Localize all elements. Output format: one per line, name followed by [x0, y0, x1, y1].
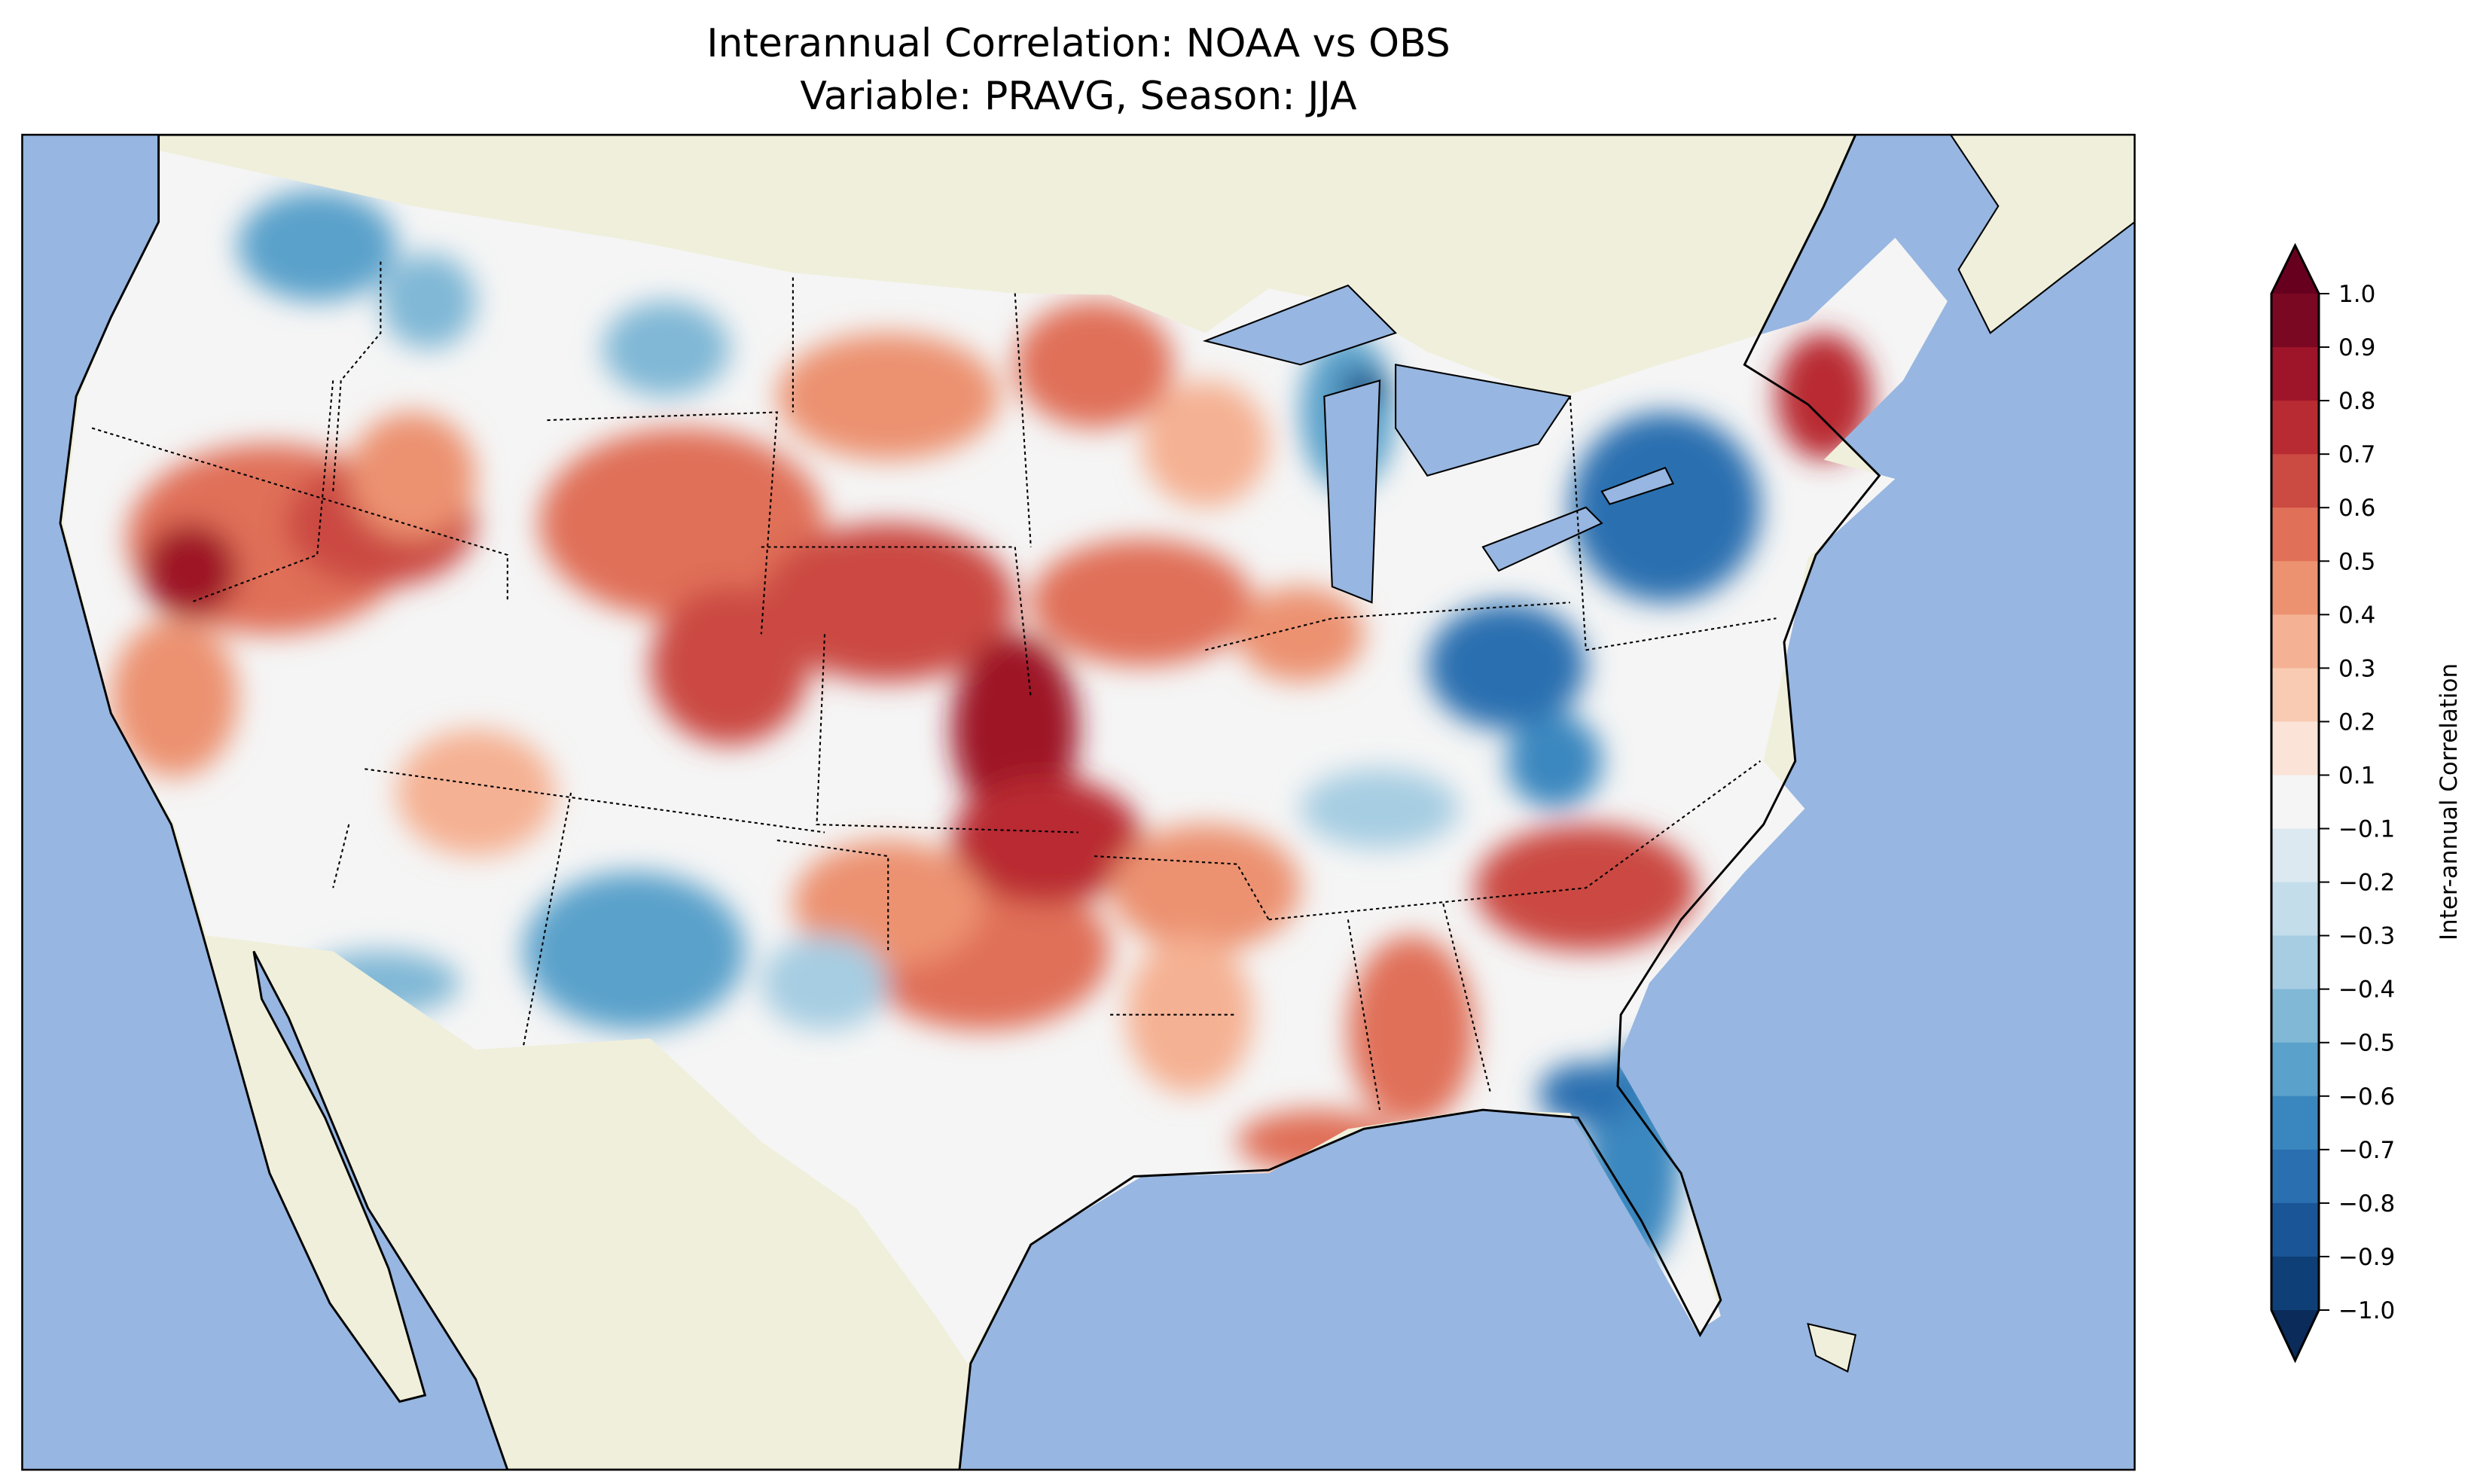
colorbar-tick-label: −0.8 — [2338, 1190, 2395, 1217]
correlation-patch — [1300, 769, 1460, 849]
colorbar-tick-label: −0.9 — [2338, 1244, 2395, 1271]
state-border — [1442, 904, 1492, 1095]
colorbar-tick-label: 0.5 — [2338, 548, 2375, 575]
map-panel — [21, 133, 2136, 1471]
land-cuba — [1807, 1322, 1857, 1373]
state-border — [816, 634, 1078, 833]
correlation-patch — [237, 190, 397, 302]
state-border — [365, 768, 825, 833]
colorbar-tick-label: 0.4 — [2338, 602, 2375, 629]
map-frame — [21, 133, 2136, 1471]
correlation-patch — [1110, 824, 1301, 952]
colorbar-tick-label: 0.3 — [2338, 655, 2375, 682]
colorbar-segment — [2271, 401, 2319, 455]
correlation-patch — [602, 301, 730, 397]
chart-title-line-2: Variable: PRAVG, Season: JJA — [800, 74, 1357, 119]
state-border — [547, 411, 778, 635]
land-maritimes — [1949, 134, 2135, 334]
colorbar-segment — [2271, 775, 2319, 830]
correlation-patch — [349, 412, 476, 539]
lake — [1600, 466, 1675, 505]
state-border — [332, 824, 350, 888]
colorbar-tick-label: 0.7 — [2338, 441, 2375, 468]
colorbar-tick-label: 0.8 — [2338, 388, 2375, 415]
correlation-patch — [111, 618, 238, 777]
colorbar-tick-label: −0.3 — [2338, 923, 2395, 950]
correlation-patch — [1570, 412, 1761, 603]
colorbar-segment — [2271, 935, 2319, 990]
colorbar-tick-label: −0.4 — [2338, 977, 2395, 1004]
colorbar-segment — [2271, 828, 2319, 883]
colorbar: 1.0 0.9 0.8 0.7 0.6 0.5 0.4 0.3 0.2 0.1 −0.1 −0.2 −0… — [2270, 242, 2395, 1364]
colorbar-segment — [2271, 989, 2319, 1044]
colorbar-segment — [2271, 294, 2319, 348]
colorbar-segment — [2271, 614, 2319, 669]
colorbar-segment — [2271, 1095, 2319, 1150]
correlation-patch — [1030, 538, 1253, 666]
colorbar-tick-label: 0.9 — [2338, 334, 2375, 361]
state-border — [522, 792, 572, 1047]
chart-title-line-1: Interannual Correlation: NOAA vs OBS — [706, 21, 1451, 66]
state-borders — [91, 261, 1777, 1111]
colorbar-tick-label: −0.6 — [2338, 1083, 2395, 1111]
colorbar-tick-label: −0.2 — [2338, 870, 2395, 897]
colorbar-segment — [2271, 668, 2319, 722]
colorbar-segment — [2271, 1202, 2319, 1257]
correlation-patch — [1347, 935, 1475, 1126]
state-border — [1268, 760, 1762, 921]
lake — [1481, 506, 1603, 572]
correlation-patch — [776, 333, 999, 460]
state-border — [1585, 617, 1777, 651]
correlation-patch — [1142, 380, 1269, 507]
correlation-patch — [1776, 333, 1872, 460]
colorbar-label: Inter-annual Correlation — [2436, 663, 2463, 940]
colorbar-segment — [2271, 561, 2319, 615]
correlation-patch — [142, 523, 238, 619]
colorbar-segment — [2271, 1149, 2319, 1204]
state-border — [761, 546, 1032, 698]
colorbar-tick-label: −0.7 — [2338, 1137, 2395, 1164]
colorbar-segment — [2271, 721, 2319, 776]
correlation-patch — [538, 428, 825, 619]
state-border — [332, 261, 382, 492]
colorbar-tick-label: −0.5 — [2338, 1030, 2395, 1057]
colorbar-tick-label: 0.6 — [2338, 495, 2375, 522]
colorbar-segment — [2271, 1042, 2319, 1097]
correlation-patch — [1237, 587, 1364, 682]
lake — [1323, 379, 1381, 604]
lake — [1395, 364, 1572, 477]
correlation-patch — [396, 729, 556, 857]
correlation-patch — [1538, 1062, 1634, 1126]
state-border — [1569, 396, 1587, 651]
colorbar-tick-label: 0.2 — [2338, 708, 2375, 736]
state-border — [1347, 919, 1381, 1111]
colorbar-tick-label: 0.1 — [2338, 762, 2375, 789]
correlation-patch — [1506, 713, 1602, 809]
colorbar-extend-max — [2271, 245, 2319, 294]
correlation-patch — [380, 253, 476, 349]
colorbar-tick-label: −0.1 — [2338, 816, 2395, 843]
correlation-patch — [951, 776, 1142, 904]
correlation-patch — [1427, 602, 1586, 730]
state-border — [1014, 293, 1032, 547]
colorbar-tick-label: 1.0 — [2338, 281, 2375, 308]
colorbar-segment — [2271, 454, 2319, 508]
colorbar-tick-label: −1.0 — [2338, 1297, 2395, 1324]
great-lakes — [1202, 284, 1675, 604]
state-border — [190, 380, 334, 604]
colorbar-segment — [2271, 347, 2319, 401]
correlation-patch — [761, 935, 889, 1031]
colorbar-segment — [2271, 507, 2319, 562]
correlation-patch — [523, 872, 746, 1031]
lake — [1202, 284, 1398, 366]
colorbar-segment — [2271, 882, 2319, 937]
correlation-patch — [1014, 301, 1174, 428]
colorbar-segment — [2271, 1256, 2319, 1311]
colorbar-extend-min — [2271, 1310, 2319, 1361]
state-border — [91, 427, 508, 603]
coastline — [59, 134, 1881, 1470]
state-border — [1094, 855, 1270, 920]
